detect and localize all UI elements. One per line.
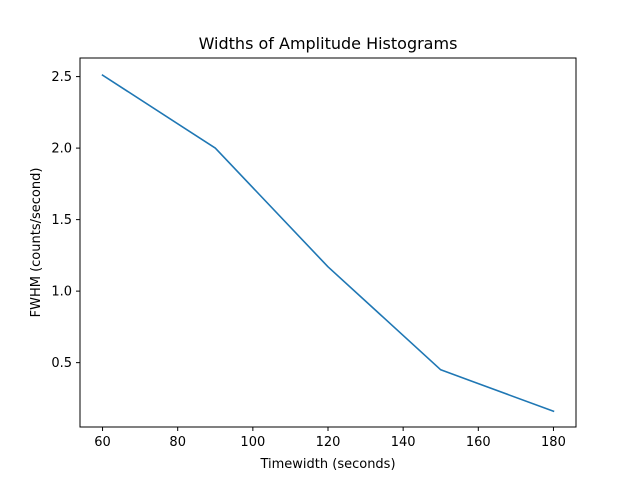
x-tick-label: 100 (240, 435, 265, 450)
y-tick-label: 2.5 (51, 70, 72, 85)
x-axis-label: Timewidth (seconds) (259, 457, 395, 472)
x-tick-label: 60 (94, 435, 111, 450)
plot-area (101, 74, 555, 413)
series-line (101, 74, 555, 413)
x-tick-label: 160 (466, 435, 491, 450)
y-tick-label: 2.0 (51, 142, 72, 157)
axes-frame (79, 57, 577, 428)
y-axis-label: FWHM (counts/second) (29, 168, 44, 318)
x-tick-label: 140 (391, 435, 416, 450)
y-tick-label: 1.0 (51, 285, 72, 300)
y-tick-label: 1.5 (51, 213, 72, 228)
x-tick-label: 120 (316, 435, 341, 450)
chart-title: Widths of Amplitude Histograms (199, 34, 458, 53)
x-tick-label: 180 (541, 435, 566, 450)
x-axis: 60 80 100 120 140 160 180 (94, 427, 566, 450)
y-axis: 0.5 1.0 1.5 2.0 2.5 (51, 70, 80, 371)
x-tick-label: 80 (169, 435, 186, 450)
y-tick-label: 0.5 (51, 356, 72, 371)
